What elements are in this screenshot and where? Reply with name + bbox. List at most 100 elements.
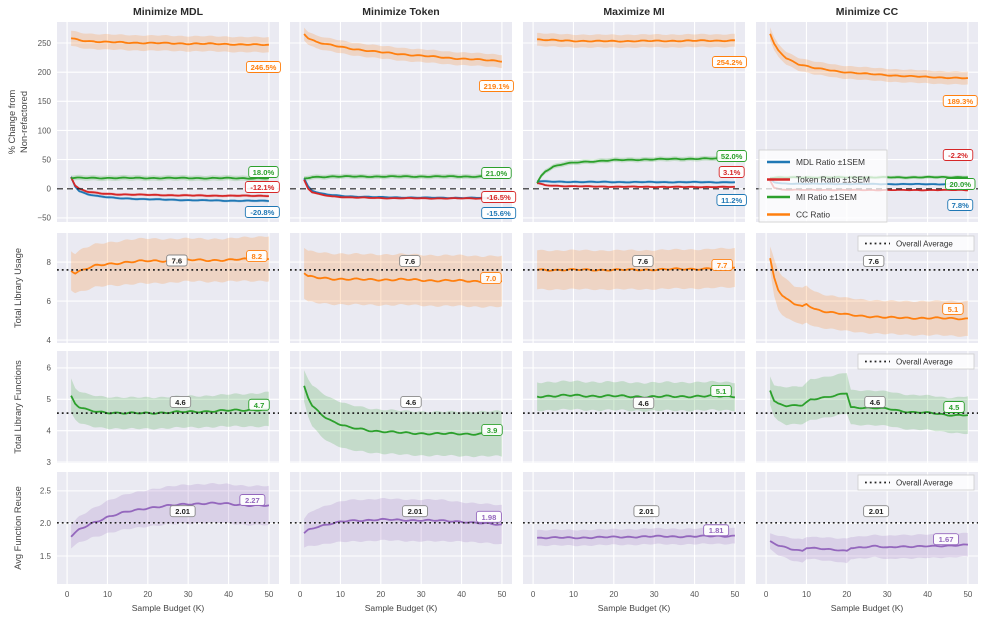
svg-text:8.2: 8.2 bbox=[252, 252, 263, 261]
y-tick-label: 2.5 bbox=[40, 487, 52, 496]
line-library-functions bbox=[536, 393, 735, 399]
annotation-label: 2.01 bbox=[863, 505, 890, 518]
subplot-r3c1: 4.6 4.7 bbox=[57, 351, 279, 463]
annotation-label: 5.1 bbox=[710, 385, 732, 397]
svg-text:Overall Average: Overall Average bbox=[896, 240, 953, 249]
y-tick-label: 3 bbox=[47, 458, 52, 467]
annotation-label: 11.2% bbox=[716, 194, 747, 206]
legend-item-label: MI Ratio ±1SEM bbox=[796, 192, 857, 202]
legend-item-label: MDL Ratio ±1SEM bbox=[796, 157, 865, 167]
y-tick-label: 4 bbox=[47, 426, 52, 435]
svg-text:219.1%: 219.1% bbox=[484, 82, 510, 91]
subplot-r1c3: 254.2% 52.0% 3.1% 11.2% bbox=[523, 22, 747, 222]
line-mdl-ratio bbox=[70, 176, 269, 202]
column-title: Minimize CC bbox=[836, 6, 899, 18]
annotation-label: 3.1% bbox=[718, 166, 745, 178]
svg-text:4.6: 4.6 bbox=[870, 398, 881, 407]
svg-text:-2.2%: -2.2% bbox=[948, 151, 968, 160]
svg-text:4.5: 4.5 bbox=[949, 403, 960, 412]
y-tick-label: 0 bbox=[47, 185, 52, 194]
line-library-functions bbox=[70, 395, 270, 415]
x-tick-label: 10 bbox=[802, 590, 811, 599]
annotation-label: 8.2 bbox=[246, 250, 268, 263]
line-library-functions bbox=[303, 385, 503, 436]
row-ylabel: % Change from bbox=[7, 89, 17, 154]
annotation-label: 4.6 bbox=[632, 397, 655, 409]
x-tick-label: 0 bbox=[65, 590, 70, 599]
x-tick-label: 50 bbox=[730, 590, 739, 599]
annotation-label: 4.6 bbox=[400, 396, 422, 408]
x-tick-label: 10 bbox=[103, 590, 112, 599]
svg-text:7.8%: 7.8% bbox=[952, 201, 970, 210]
svg-text:4.6: 4.6 bbox=[406, 398, 417, 407]
svg-text:5.1: 5.1 bbox=[948, 305, 959, 314]
line-mdl-ratio bbox=[537, 180, 735, 184]
legend-item-label: CC Ratio bbox=[796, 210, 830, 220]
annotation-label: 2.27 bbox=[239, 494, 266, 506]
svg-text:18.0%: 18.0% bbox=[253, 168, 275, 177]
line-mi-ratio bbox=[71, 176, 269, 180]
annotation-label: 4.6 bbox=[169, 396, 192, 408]
annotation-label: 1.67 bbox=[933, 533, 959, 546]
line-function-reuse bbox=[537, 534, 735, 540]
row-ylabel: Non-refactored bbox=[19, 91, 29, 153]
subplot-r1c2: 219.1% 21.0% -16.5% -15.6% bbox=[290, 22, 517, 222]
x-tick-label: 40 bbox=[224, 590, 233, 599]
svg-text:4.6: 4.6 bbox=[175, 398, 186, 407]
y-tick-label: 2.0 bbox=[40, 519, 52, 528]
y-tick-label: 8 bbox=[47, 258, 52, 267]
x-tick-label: 30 bbox=[883, 590, 892, 599]
svg-text:7.6: 7.6 bbox=[172, 257, 183, 266]
legend-item-label: Token Ratio ±1SEM bbox=[796, 175, 870, 185]
y-tick-label: 6 bbox=[47, 297, 52, 306]
band-total-usage bbox=[770, 246, 968, 337]
line-total-usage bbox=[769, 258, 968, 321]
annotation-label: 246.5% bbox=[246, 61, 281, 73]
svg-text:7.6: 7.6 bbox=[638, 257, 649, 266]
annotation-label: 189.3% bbox=[942, 95, 978, 107]
annotation-label: 7.6 bbox=[399, 255, 421, 268]
line-function-reuse bbox=[769, 540, 968, 552]
overall-average-legend: Overall Average bbox=[857, 474, 975, 491]
subplot-r3c4: 4.6 4.5 Overall Average bbox=[756, 351, 978, 463]
svg-text:3.9: 3.9 bbox=[487, 426, 498, 435]
svg-text:Overall Average: Overall Average bbox=[896, 479, 953, 488]
x-tick-label: 0 bbox=[531, 590, 536, 599]
y-tick-label: 150 bbox=[38, 97, 52, 106]
x-tick-label: 20 bbox=[842, 590, 851, 599]
subplot-r3c2: 4.6 3.9 bbox=[290, 351, 512, 463]
subplot-r2c3: 7.6 7.7 bbox=[523, 233, 745, 343]
svg-text:20.0%: 20.0% bbox=[949, 180, 971, 189]
line-token-ratio bbox=[70, 177, 269, 197]
column-title: Minimize Token bbox=[362, 6, 439, 18]
svg-text:-20.8%: -20.8% bbox=[250, 208, 274, 217]
annotation-label: 7.7 bbox=[711, 258, 733, 271]
y-tick-label: 50 bbox=[42, 155, 51, 164]
subplot-r4c2: 2.01 1.98 bbox=[290, 472, 512, 584]
line-mi-ratio bbox=[304, 175, 503, 180]
subplot-r4c4: 2.01 1.67 Overall Average bbox=[756, 472, 978, 584]
y-tick-label: 100 bbox=[38, 126, 52, 135]
x-axis-label: Sample Budget (K) bbox=[598, 603, 671, 613]
band-library-functions bbox=[304, 370, 502, 458]
annotation-label: 2.01 bbox=[402, 505, 428, 518]
svg-text:-15.6%: -15.6% bbox=[487, 209, 511, 218]
x-tick-label: 10 bbox=[569, 590, 578, 599]
svg-text:4.7: 4.7 bbox=[254, 401, 265, 410]
svg-text:1.98: 1.98 bbox=[482, 513, 497, 522]
series-legend: MDL Ratio ±1SEM Token Ratio ±1SEM MI Ratio… bbox=[758, 149, 888, 223]
annotation-label: 7.0 bbox=[480, 272, 502, 285]
row-ylabel: Avg Function Reuse bbox=[13, 486, 23, 570]
svg-text:-12.1%: -12.1% bbox=[250, 183, 274, 192]
subplot-r1c1: 246.5% 18.0% -12.1% -20.8% bbox=[57, 22, 281, 222]
svg-text:52.0%: 52.0% bbox=[721, 152, 743, 161]
x-tick-label: 20 bbox=[609, 590, 618, 599]
annotation-label: 2.01 bbox=[169, 505, 196, 518]
x-tick-label: 40 bbox=[923, 590, 932, 599]
band-mi-ratio bbox=[537, 155, 735, 186]
annotation-label: -20.8% bbox=[244, 206, 280, 218]
line-token-ratio bbox=[536, 182, 735, 189]
svg-text:7.6: 7.6 bbox=[868, 257, 879, 266]
svg-text:2.01: 2.01 bbox=[408, 507, 424, 516]
